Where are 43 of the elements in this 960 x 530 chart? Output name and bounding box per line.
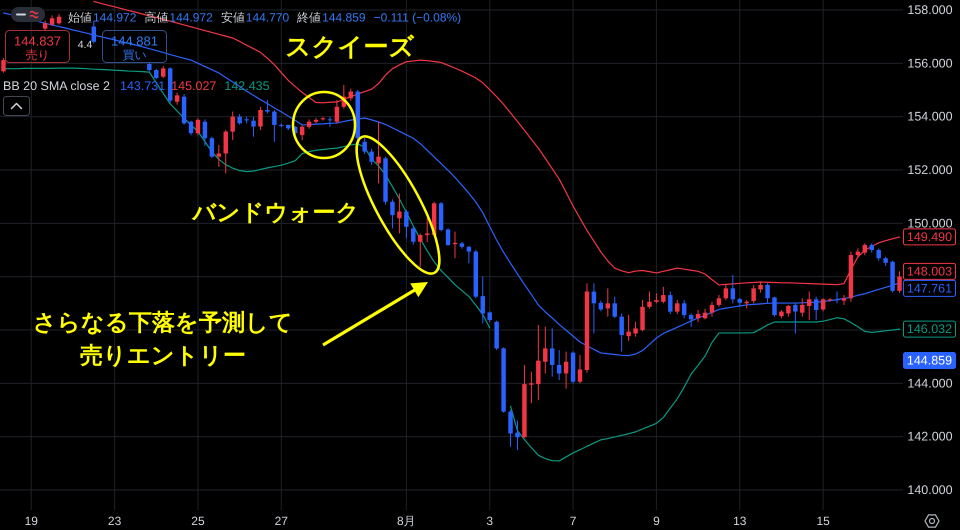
xtick-label: 19 bbox=[24, 514, 38, 528]
ytick-label: 158.000 bbox=[907, 3, 953, 17]
ytick-label: 152.000 bbox=[907, 163, 953, 177]
annotation: さらなる下落を予測して bbox=[33, 309, 293, 335]
legend-text: 始値 bbox=[68, 10, 92, 24]
legend-text: BB 20 SMA close 2 bbox=[3, 79, 110, 93]
annotation: 144.837 bbox=[14, 34, 61, 48]
ytick-label: 150.000 bbox=[907, 216, 953, 230]
ytick-label: 144.000 bbox=[907, 376, 953, 390]
xtick-label: 9 bbox=[653, 514, 660, 528]
legend-text: 144.972 bbox=[169, 10, 213, 24]
data-label: 149.490 bbox=[906, 230, 952, 244]
ytick-label: 142.000 bbox=[907, 430, 953, 444]
xtick-label: 15 bbox=[816, 514, 830, 528]
xtick-label: 23 bbox=[108, 514, 122, 528]
price-tag: 146.032 bbox=[903, 320, 956, 338]
xtick-label: 27 bbox=[274, 514, 288, 528]
xtick-label: 8月 bbox=[397, 514, 416, 528]
ytick-label: 156.000 bbox=[907, 56, 953, 70]
legend-text: 144.859 bbox=[322, 10, 366, 24]
price-tag: 144.859 bbox=[903, 352, 956, 369]
data-label: 146.032 bbox=[906, 322, 952, 336]
xtick-label: 25 bbox=[191, 514, 205, 528]
ytick-label: 154.000 bbox=[907, 110, 953, 124]
annotation: 買い bbox=[122, 48, 146, 62]
ytick-label: 140.000 bbox=[907, 483, 953, 497]
data-label: 147.761 bbox=[906, 281, 952, 296]
legend-text: 144.972 bbox=[93, 10, 136, 24]
legend-text: 終値 bbox=[297, 10, 322, 24]
annotation: 4.4 bbox=[78, 39, 92, 51]
xtick-label: 7 bbox=[570, 514, 576, 528]
xtick-label: 13 bbox=[733, 514, 746, 528]
price-tag: 148.003 bbox=[903, 262, 956, 280]
annotation: 売りエントリー bbox=[80, 342, 246, 368]
price-tag: 149.490 bbox=[903, 228, 956, 246]
legend-text: 安値 bbox=[220, 10, 245, 24]
annotation: スクイーズ bbox=[286, 33, 414, 61]
price-tag: 147.761 bbox=[903, 280, 956, 297]
annotation: バンドウォーク bbox=[192, 199, 360, 225]
annotation: 売り bbox=[26, 48, 50, 62]
legend-text: −0.111 (−0.08%) bbox=[374, 10, 462, 24]
xtick-label: 3 bbox=[486, 514, 494, 528]
legend-text: 144.770 bbox=[246, 10, 290, 24]
